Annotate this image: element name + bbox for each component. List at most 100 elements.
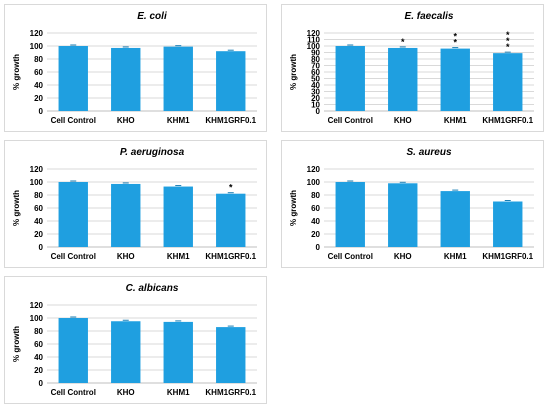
x-tick-label: KHM1GRF0.1 [205, 116, 256, 125]
chart-svg: C. albicans % growth 0 20 40 60 80 100 120 Cell C… [12, 283, 257, 397]
chart-panel-e-coli: E. coli % growth 0 20 40 60 80 100 120 Cell Contr… [4, 4, 267, 132]
y-tick-label: 60 [34, 340, 43, 349]
bar-khm1 [163, 321, 193, 383]
y-tick-label: 20 [311, 94, 320, 103]
significance-marker: * [229, 183, 233, 193]
y-tick-label: 0 [316, 243, 321, 252]
significance-marker: * [506, 42, 510, 52]
chart-svg: P. aeruginosa % growth 0 20 40 60 80 100 120 Cell… [12, 147, 257, 261]
y-tick-label: 40 [34, 353, 43, 362]
bar-kho [111, 47, 141, 111]
y-tick-label: 60 [311, 68, 320, 77]
chart-title: S. aureus [406, 147, 451, 158]
x-tick-label: KHM1GRF0.1 [205, 388, 256, 397]
x-tick-label: KHM1 [444, 116, 467, 125]
y-tick-label: 120 [307, 165, 321, 174]
bar-kho [388, 47, 418, 111]
x-tick-label: KHM1GRF0.1 [205, 252, 256, 261]
bar-kho [111, 321, 141, 383]
bar-khm1grf0-1 [493, 201, 523, 247]
y-tick-label: 0 [39, 107, 44, 116]
y-tick-label: 40 [34, 217, 43, 226]
bar-cell-control [58, 182, 88, 247]
y-tick-label: 40 [311, 217, 320, 226]
y-tick-label: 110 [307, 36, 320, 45]
y-axis-label: % growth [289, 54, 298, 90]
x-tick-label: KHM1GRF0.1 [482, 116, 533, 125]
bar-kho [111, 183, 141, 247]
x-tick-label: KHM1 [444, 252, 467, 261]
significance-marker: * [453, 38, 457, 48]
x-tick-label: KHM1 [167, 252, 190, 261]
chart-svg: S. aureus % growth 0 20 40 60 80 100 120 Cell Con… [289, 147, 534, 261]
bar-khm1grf0-1 [216, 51, 246, 111]
bar-khm1grf0-1 [216, 193, 246, 247]
y-tick-label: 50 [311, 75, 320, 84]
y-axis-label: % growth [12, 190, 21, 226]
x-tick-label: KHM1GRF0.1 [482, 252, 533, 261]
x-tick-label: KHO [394, 116, 412, 125]
y-tick-label: 30 [311, 88, 320, 97]
x-tick-label: Cell Control [51, 388, 96, 397]
y-tick-label: 0 [316, 107, 321, 116]
y-tick-label: 20 [34, 366, 43, 375]
significance-marker: * [401, 37, 405, 47]
y-tick-label: 100 [30, 42, 44, 51]
x-tick-label: Cell Control [51, 252, 96, 261]
chart-title: E. faecalis [405, 11, 454, 22]
x-tick-label: KHO [117, 116, 135, 125]
y-tick-label: 80 [34, 327, 43, 336]
chart-svg: E. faecalis % growth 010203040506070809010… [289, 11, 534, 125]
y-tick-label: 90 [311, 49, 320, 58]
y-tick-label: 100 [30, 178, 44, 187]
y-tick-label: 60 [311, 204, 320, 213]
bar-khm1grf0-1 [493, 53, 523, 111]
y-tick-label: 80 [34, 191, 43, 200]
y-tick-label: 0 [39, 379, 44, 388]
y-axis-label: % growth [289, 190, 298, 226]
y-tick-label: 80 [34, 55, 43, 64]
y-tick-label: 60 [34, 68, 43, 77]
y-tick-label: 80 [311, 55, 320, 64]
y-tick-label: 120 [307, 29, 321, 38]
y-tick-label: 10 [311, 101, 320, 110]
y-tick-label: 0 [39, 243, 44, 252]
chart-panel-e-faecalis: E. faecalis % growth 0 10 20 30 40 50 60 70 80 90 10… [281, 4, 544, 132]
bar-khm1 [440, 191, 470, 247]
bar-khm1grf0-1 [216, 327, 246, 383]
y-tick-label: 40 [311, 81, 320, 90]
y-tick-label: 120 [30, 301, 44, 310]
bar-kho [388, 183, 418, 247]
chart-panel-s-aureus: S. aureus % growth 0 20 40 60 80 100 120 Cell Con… [281, 140, 544, 268]
y-tick-label: 60 [34, 204, 43, 213]
y-tick-label: 40 [34, 81, 43, 90]
y-axis-label: % growth [12, 54, 21, 90]
y-tick-label: 120 [30, 165, 44, 174]
significance-marker: * [453, 32, 457, 42]
bar-cell-control [58, 46, 88, 111]
y-tick-label: 20 [311, 230, 320, 239]
x-tick-label: Cell Control [51, 116, 96, 125]
x-tick-label: KHO [394, 252, 412, 261]
bar-khm1 [163, 186, 193, 247]
bar-cell-control [335, 182, 365, 247]
x-tick-label: KHM1 [167, 116, 190, 125]
y-axis-label: % growth [12, 326, 21, 362]
x-tick-label: KHO [117, 388, 135, 397]
y-tick-label: 20 [34, 94, 43, 103]
bar-cell-control [335, 46, 365, 111]
y-tick-label: 100 [30, 314, 44, 323]
y-tick-label: 120 [30, 29, 44, 38]
y-tick-label: 20 [34, 230, 43, 239]
y-tick-label: 100 [307, 42, 321, 51]
y-tick-label: 100 [307, 178, 321, 187]
chart-title: E. coli [137, 11, 167, 22]
x-tick-label: KHM1 [167, 388, 190, 397]
y-tick-label: 70 [311, 62, 320, 71]
bar-khm1 [163, 46, 193, 111]
y-tick-label: 80 [311, 191, 320, 200]
chart-title: C. albicans [126, 283, 179, 294]
bar-khm1 [440, 48, 470, 111]
significance-marker: * [506, 30, 510, 40]
bar-cell-control [58, 318, 88, 383]
